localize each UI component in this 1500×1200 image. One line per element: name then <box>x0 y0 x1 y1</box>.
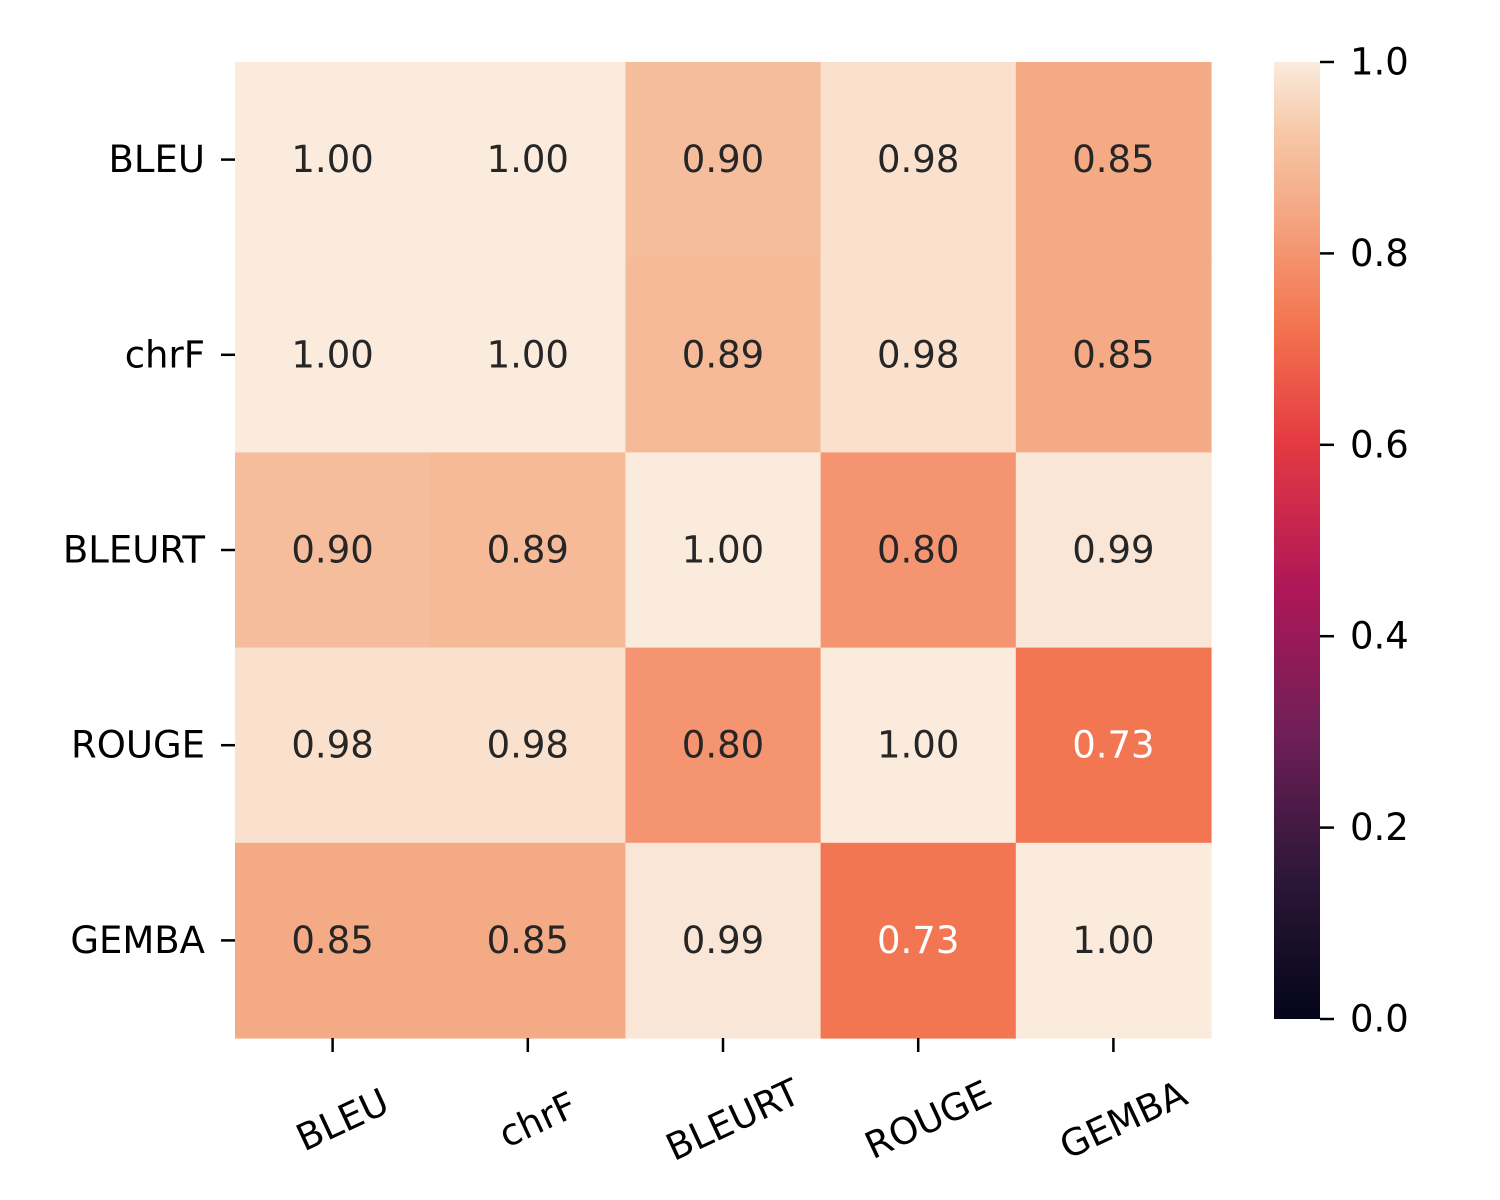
cell-label-bleurt-bleu: 0.90 <box>291 529 373 572</box>
colorbar-tick-label-0-2: 0.2 <box>1350 806 1409 849</box>
colorbar-gradient <box>1274 62 1320 1019</box>
cell-label-bleu-bleu: 1.00 <box>291 138 373 181</box>
colorbar-tick-label-0-6: 0.6 <box>1350 423 1409 466</box>
colorbar-tick-label-1-0: 1.0 <box>1350 41 1409 84</box>
heatmap-cell-bleurt-bleu <box>235 452 431 649</box>
cell-label-bleurt-chrf: 0.89 <box>487 529 569 572</box>
heatmap-cell-bleurt-gemba <box>1015 452 1212 649</box>
cell-label-bleurt-rouge: 0.80 <box>877 529 959 572</box>
heatmap-cell-rouge-bleurt <box>625 647 822 844</box>
y-tick-label-rouge: ROUGE <box>71 724 205 767</box>
heatmap-cell-gemba-bleurt <box>625 842 822 1039</box>
cell-label-gemba-chrf: 0.85 <box>487 919 569 962</box>
y-tick-label-bleu: BLEU <box>109 138 205 181</box>
cell-label-chrf-rouge: 0.98 <box>877 333 959 376</box>
colorbar-tick-label-0-4: 0.4 <box>1350 615 1409 658</box>
cell-label-gemba-bleu: 0.85 <box>291 919 373 962</box>
cell-label-chrf-bleurt: 0.89 <box>682 333 764 376</box>
heatmap-cell-bleu-chrf <box>430 62 626 258</box>
cell-label-bleu-rouge: 0.98 <box>877 138 959 181</box>
heatmap-cell-bleurt-bleurt <box>625 452 822 649</box>
x-tick-label-chrf: chrF <box>492 1084 583 1157</box>
cell-label-chrf-bleu: 1.00 <box>291 333 373 376</box>
colorbar-tick-label-0-0: 0.0 <box>1350 998 1409 1041</box>
colorbar-tick-label-0-8: 0.8 <box>1350 232 1409 275</box>
heatmap-cell-bleu-gemba <box>1015 62 1212 258</box>
cell-label-rouge-rouge: 1.00 <box>877 724 959 767</box>
heatmap-cell-gemba-rouge <box>820 842 1017 1039</box>
cell-value-labels: 1.00 1.00 0.90 0.98 0.85 1.00 1.00 0.89 0.98 0.85… <box>291 138 1154 962</box>
cell-label-chrf-chrf: 1.00 <box>487 333 569 376</box>
cell-label-gemba-bleurt: 0.99 <box>682 919 764 962</box>
cell-label-rouge-gemba: 0.73 <box>1072 724 1154 767</box>
heatmap-cell-bleu-rouge <box>820 62 1017 258</box>
y-tick-label-bleurt: BLEURT <box>63 529 205 572</box>
cell-label-gemba-gemba: 1.00 <box>1072 919 1154 962</box>
heatmap-cell-bleurt-rouge <box>820 452 1017 649</box>
heatmap-cell-bleurt-chrf <box>430 452 626 649</box>
cell-label-bleu-chrf: 1.00 <box>487 138 569 181</box>
y-tick-label-chrf: chrF <box>125 333 205 376</box>
heatmap-cell-gemba-bleu <box>235 842 431 1039</box>
cell-label-rouge-chrf: 0.98 <box>487 724 569 767</box>
heatmap-cell-rouge-bleu <box>235 647 431 844</box>
cell-label-rouge-bleu: 0.98 <box>291 724 373 767</box>
x-tick-label-bleu: BLEU <box>290 1080 396 1160</box>
heatmap-cell-bleu-bleu <box>235 62 431 258</box>
heatmap-cell-gemba-gemba <box>1015 842 1212 1039</box>
heatmap-cell-chrf-chrf <box>430 257 626 453</box>
heatmap-cell-bleu-bleurt <box>625 62 822 258</box>
heatmap-cell-chrf-bleu <box>235 257 431 453</box>
colorbar: 0.0 0.2 0.4 0.6 0.8 1.0 <box>1274 41 1409 1041</box>
cell-label-bleurt-bleurt: 1.00 <box>682 529 764 572</box>
cell-label-bleu-gemba: 0.85 <box>1072 138 1154 181</box>
cell-label-rouge-bleurt: 0.80 <box>682 724 764 767</box>
heatmap-cells <box>235 62 1212 1039</box>
x-tick-label-gemba: GEMBA <box>1053 1072 1193 1168</box>
heatmap-cell-chrf-gemba <box>1015 257 1212 453</box>
x-axis: BLEU chrF BLEURT ROUGE GEMBA <box>290 1038 1194 1170</box>
cell-label-bleurt-gemba: 0.99 <box>1072 529 1154 572</box>
heatmap-cell-chrf-rouge <box>820 257 1017 453</box>
cell-label-chrf-gemba: 0.85 <box>1072 333 1154 376</box>
heatmap-cell-gemba-chrf <box>430 842 626 1039</box>
heatmap-cell-chrf-bleurt <box>625 257 822 453</box>
y-axis: BLEU chrF BLEURT ROUGE GEMBA <box>63 138 235 962</box>
x-tick-label-bleurt: BLEURT <box>660 1070 807 1169</box>
heatmap-cell-rouge-chrf <box>430 647 626 844</box>
cell-label-gemba-rouge: 0.73 <box>877 919 959 962</box>
heatmap-cell-rouge-rouge <box>820 647 1017 844</box>
x-tick-label-rouge: ROUGE <box>858 1072 998 1168</box>
y-tick-label-gemba: GEMBA <box>70 919 205 962</box>
heatmap-cell-rouge-gemba <box>1015 647 1212 844</box>
colorbar-ticks: 0.0 0.2 0.4 0.6 0.8 1.0 <box>1320 41 1409 1041</box>
cell-label-bleu-bleurt: 0.90 <box>682 138 764 181</box>
